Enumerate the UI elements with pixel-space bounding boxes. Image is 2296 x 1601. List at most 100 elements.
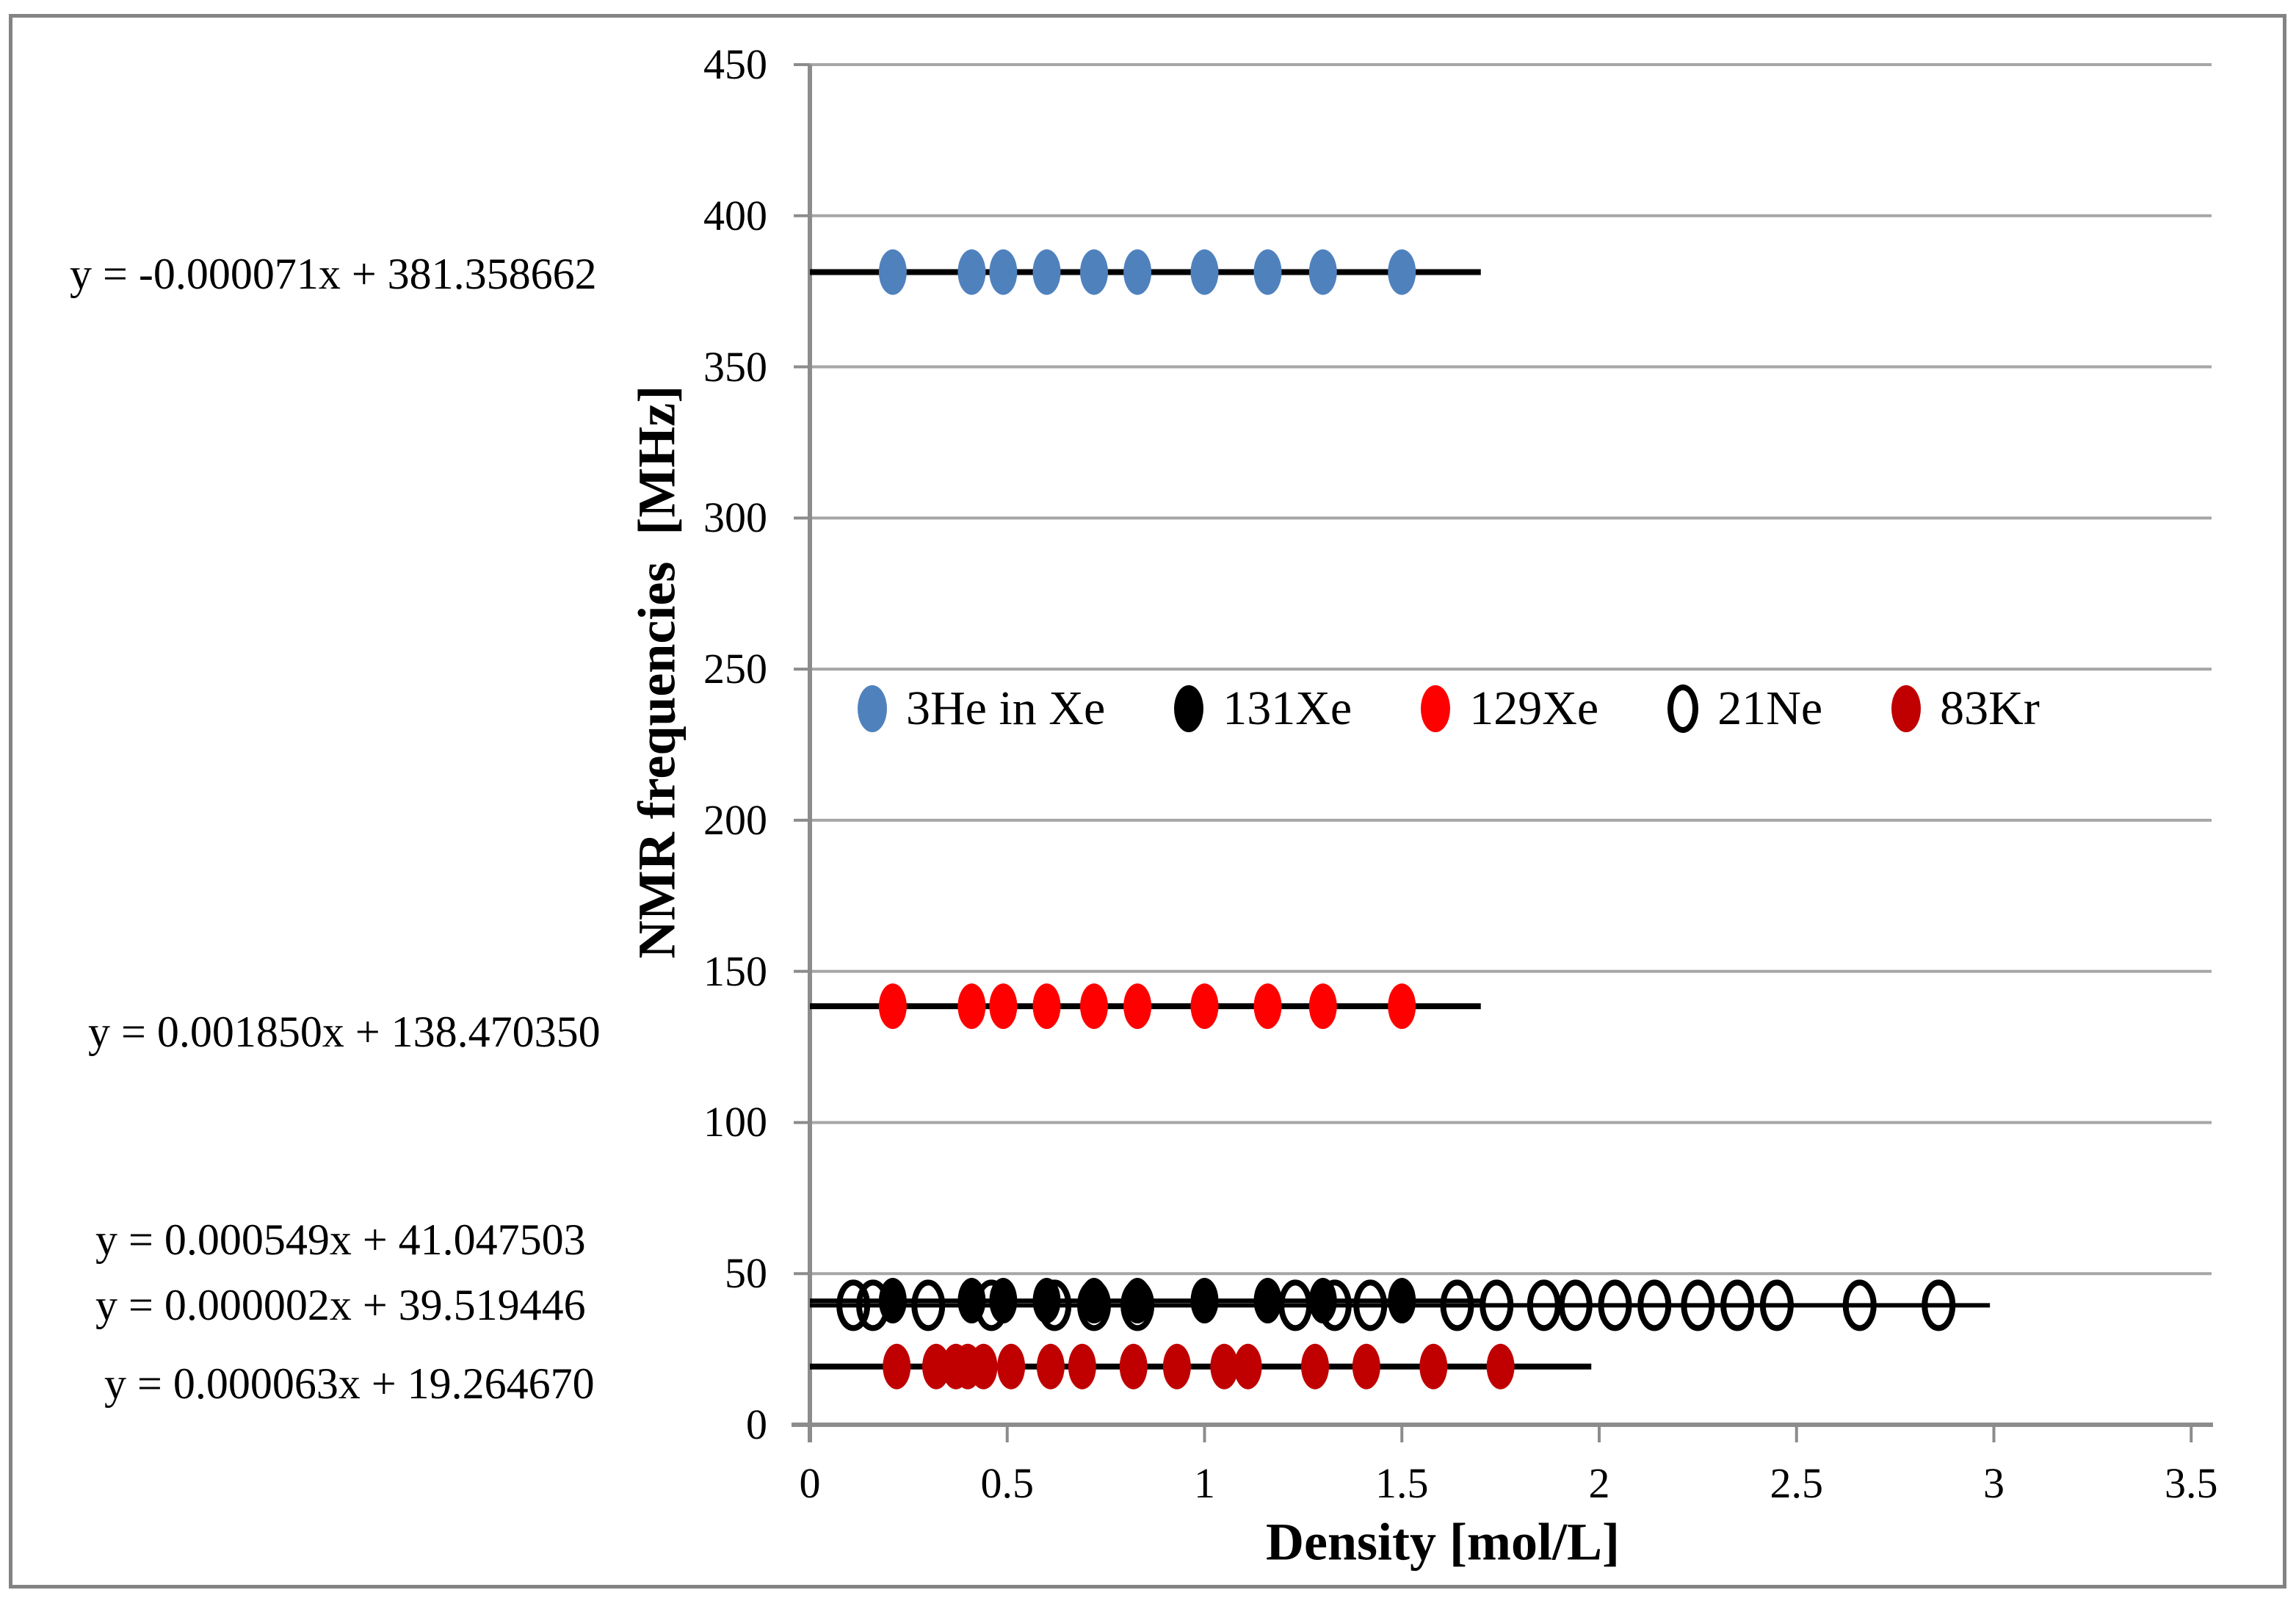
data-point-3He-in-Xe (957, 249, 986, 295)
trendline-equation: y = -0.000071x + 381.358662 (70, 250, 597, 298)
data-point-83Kr (1486, 1343, 1515, 1389)
x-tick-label: 0.5 (980, 1459, 1035, 1507)
legend: 3He in Xe 131Xe 129Xe 21Ne 83Kr (858, 674, 2040, 743)
trendline-equation: y = 0.000063x + 19.264670 (104, 1359, 595, 1408)
data-point-83Kr (1210, 1343, 1239, 1389)
legend-label: 21Ne (1717, 682, 1823, 735)
data-point-83Kr (1036, 1343, 1065, 1389)
y-tick-label: 350 (703, 342, 767, 391)
data-point-21Ne (974, 1279, 1009, 1331)
data-point-21Ne (1037, 1279, 1072, 1331)
legend-marker-icon (1421, 685, 1451, 732)
data-point-129Xe (1080, 983, 1108, 1030)
x-tick-label: 0 (799, 1459, 821, 1507)
y-tick-label: 100 (703, 1098, 767, 1146)
data-point-83Kr (1119, 1343, 1148, 1389)
legend-marker-icon (1174, 685, 1204, 732)
x-tick-label: 3 (1983, 1459, 2005, 1507)
legend-item: 21Ne (1667, 681, 1822, 737)
data-point-21Ne (1440, 1279, 1474, 1331)
legend-label: 83Kr (1940, 682, 2040, 735)
data-point-131Xe (1253, 1278, 1282, 1324)
x-axis-title: Density [mol/L] (1266, 1512, 1620, 1572)
data-point-21Ne (1759, 1279, 1794, 1331)
data-point-3He-in-Xe (1253, 249, 1282, 295)
y-tick-label: 300 (703, 494, 767, 542)
data-point-3He-in-Xe (1080, 249, 1108, 295)
data-point-21Ne (911, 1279, 946, 1331)
data-point-83Kr (883, 1343, 911, 1389)
data-point-3He-in-Xe (1190, 249, 1219, 295)
data-point-21Ne (1077, 1279, 1111, 1331)
data-point-129Xe (1253, 983, 1282, 1030)
legend-item: 131Xe (1174, 681, 1352, 737)
legend-marker-icon (1667, 684, 1699, 733)
data-point-21Ne (856, 1279, 890, 1331)
trendline-equation: y = 0.000002x + 39.519446 (95, 1281, 586, 1329)
trendline-equation: y = 0.001850x + 138.470350 (88, 1008, 601, 1056)
y-tick-label: 150 (703, 947, 767, 995)
legend-marker-icon (858, 685, 887, 732)
y-tick-label: 450 (703, 40, 767, 88)
data-point-129Xe (1388, 983, 1416, 1030)
data-point-21Ne (1922, 1279, 1956, 1331)
data-point-129Xe (1190, 983, 1219, 1030)
data-point-21Ne (1317, 1279, 1352, 1331)
data-point-3He-in-Xe (989, 249, 1018, 295)
data-point-3He-in-Xe (1032, 249, 1061, 295)
data-point-21Ne (1637, 1279, 1672, 1331)
data-point-3He-in-Xe (1308, 249, 1337, 295)
data-point-21Ne (1278, 1279, 1313, 1331)
data-point-131Xe (1388, 1278, 1416, 1324)
y-axis-title: NMR frequencies [MHz] (627, 385, 687, 959)
data-point-83Kr (1234, 1343, 1262, 1389)
y-tick-label: 200 (703, 795, 767, 844)
y-tick-label: 400 (703, 191, 767, 239)
data-point-83Kr (1419, 1343, 1448, 1389)
y-tick-label: 250 (703, 645, 767, 693)
data-point-3He-in-Xe (1388, 249, 1416, 295)
data-point-21Ne (1842, 1279, 1877, 1331)
data-point-21Ne (1558, 1279, 1593, 1331)
data-point-83Kr (1352, 1343, 1380, 1389)
data-point-83Kr (1162, 1343, 1191, 1389)
legend-label: 129Xe (1469, 682, 1599, 735)
x-tick-label: 2.5 (1770, 1459, 1824, 1507)
data-point-21Ne (1480, 1279, 1514, 1331)
legend-label: 3He in Xe (906, 682, 1106, 735)
data-point-3He-in-Xe (1123, 249, 1152, 295)
data-point-131Xe (1190, 1278, 1219, 1324)
data-point-21Ne (1720, 1279, 1755, 1331)
legend-item: 83Kr (1891, 681, 2040, 737)
x-tick-label: 1 (1194, 1459, 1215, 1507)
data-point-83Kr (997, 1343, 1026, 1389)
data-point-3He-in-Xe (878, 249, 907, 295)
legend-label: 131Xe (1223, 682, 1352, 735)
data-point-129Xe (1308, 983, 1337, 1030)
data-point-129Xe (1123, 983, 1152, 1030)
data-point-129Xe (878, 983, 907, 1030)
data-point-21Ne (1527, 1279, 1561, 1331)
data-point-21Ne (1681, 1279, 1715, 1331)
data-point-83Kr (969, 1343, 998, 1389)
x-tick-label: 1.5 (1375, 1459, 1429, 1507)
y-tick-label: 50 (725, 1249, 767, 1298)
legend-item: 3He in Xe (858, 681, 1105, 737)
data-point-129Xe (957, 983, 986, 1030)
x-tick-label: 3.5 (2165, 1459, 2218, 1507)
data-point-83Kr (1301, 1343, 1329, 1389)
trendline-equation: y = 0.000549x + 41.047503 (95, 1215, 586, 1264)
data-point-21Ne (836, 1279, 871, 1331)
data-point-129Xe (989, 983, 1018, 1030)
legend-marker-icon (1891, 685, 1922, 732)
data-point-83Kr (1068, 1343, 1096, 1389)
legend-item: 129Xe (1421, 681, 1598, 737)
y-tick-label: 0 (746, 1401, 767, 1448)
data-point-129Xe (1032, 983, 1061, 1030)
data-point-83Kr (922, 1343, 950, 1389)
data-point-21Ne (1598, 1279, 1632, 1331)
data-point-21Ne (1353, 1279, 1388, 1331)
data-point-21Ne (1120, 1279, 1155, 1331)
